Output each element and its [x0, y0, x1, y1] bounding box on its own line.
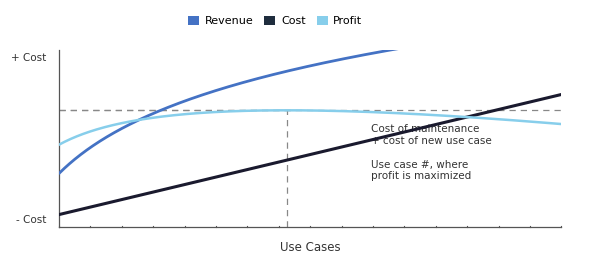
Text: Cost of maintenance
+ cost of new use case: Cost of maintenance + cost of new use ca…: [371, 124, 491, 146]
Text: Use Cases: Use Cases: [280, 241, 340, 254]
Text: - Cost: - Cost: [16, 215, 47, 225]
Legend: Revenue, Cost, Profit: Revenue, Cost, Profit: [183, 11, 367, 30]
Text: Use case #, where
profit is maximized: Use case #, where profit is maximized: [371, 160, 471, 181]
Text: + Cost: + Cost: [11, 53, 47, 63]
